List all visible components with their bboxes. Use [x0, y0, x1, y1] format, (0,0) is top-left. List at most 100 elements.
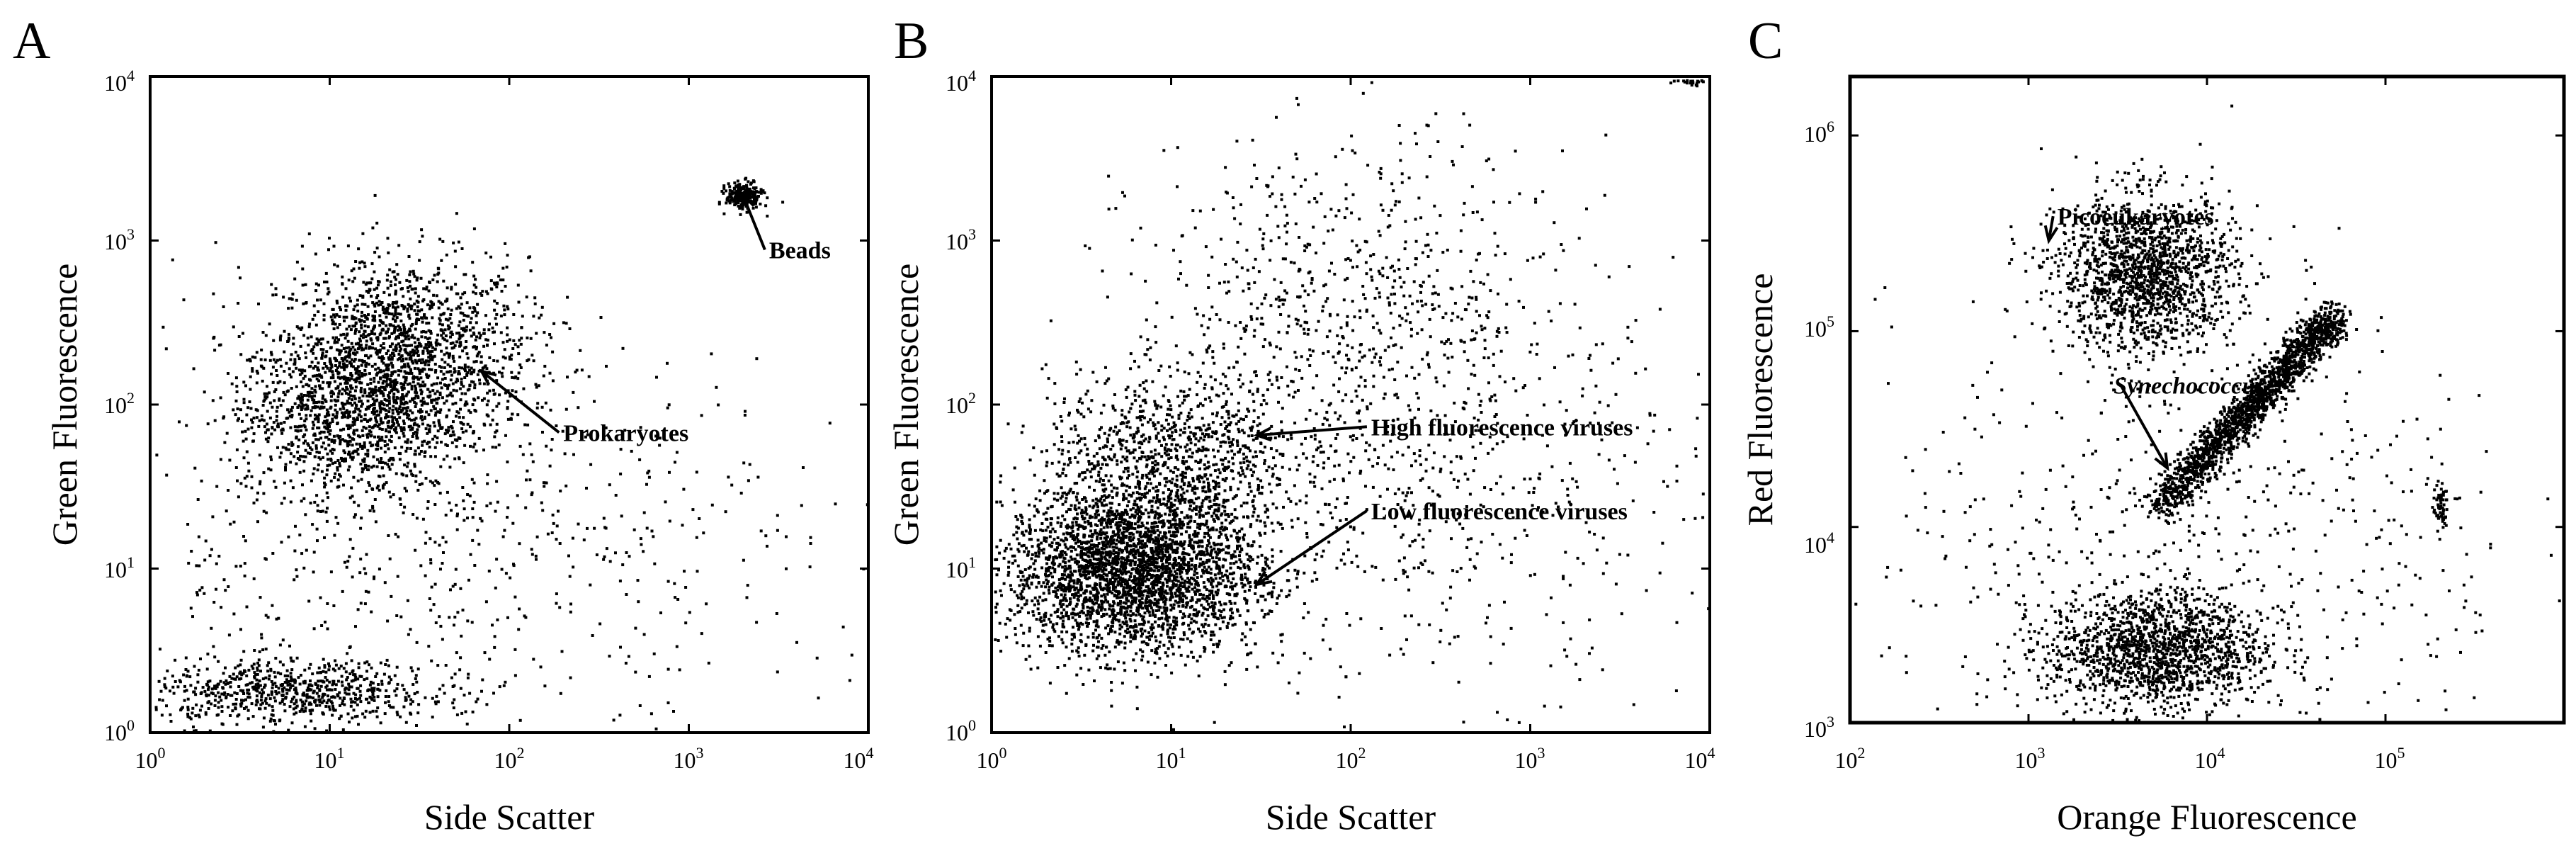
scatter-point — [169, 720, 173, 723]
scatter-point — [605, 364, 608, 368]
scatter-point — [440, 334, 443, 337]
scatter-point — [297, 676, 300, 679]
scatter-point — [754, 186, 758, 190]
scatter-point — [271, 552, 275, 555]
scatter-point — [414, 474, 418, 478]
scatter-point — [323, 425, 327, 429]
scatter-point — [387, 399, 391, 402]
scatter-point — [402, 344, 405, 347]
scatter-point — [260, 692, 263, 696]
scatter-point — [463, 694, 466, 697]
scatter-point — [1104, 599, 1108, 602]
scatter-point — [1108, 514, 1111, 517]
scatter-point — [338, 350, 341, 354]
scatter-point — [1016, 537, 1019, 541]
scatter-point — [338, 315, 341, 318]
scatter-point — [195, 591, 198, 594]
scatter-point — [621, 563, 625, 567]
scatter-point — [376, 706, 380, 710]
scatter-point — [166, 670, 169, 672]
scatter-point — [347, 278, 351, 282]
scatter-point — [290, 700, 293, 704]
scatter-point — [369, 337, 373, 341]
scatter-point — [336, 468, 339, 472]
scatter-point — [295, 700, 298, 704]
scatter-point — [1142, 571, 1145, 575]
scatter-point — [403, 349, 407, 351]
scatter-point — [317, 666, 321, 670]
scatter-point — [748, 187, 751, 191]
scatter-point — [1103, 544, 1106, 547]
scatter-point — [1195, 580, 1198, 583]
scatter-point — [466, 676, 470, 679]
scatter-point — [260, 695, 263, 699]
scatter-point — [342, 347, 346, 350]
scatter-point — [518, 339, 521, 342]
scatter-point — [448, 354, 451, 357]
scatter-point — [1236, 608, 1239, 611]
x-axis-label-a: Side Scatter — [424, 797, 595, 837]
scatter-point — [289, 408, 293, 412]
scatter-point — [1187, 585, 1191, 589]
scatter-point — [393, 326, 397, 329]
scatter-point — [455, 212, 458, 215]
scatter-point — [342, 458, 346, 461]
scatter-point — [306, 337, 310, 340]
y-tick-label: 101 — [104, 553, 135, 582]
scatter-point — [365, 490, 368, 494]
scatter-point — [349, 697, 353, 701]
scatter-point — [458, 415, 461, 419]
scatter-point — [738, 183, 742, 186]
scatter-point — [496, 282, 499, 286]
scatter-point — [341, 416, 344, 419]
scatter-point — [476, 311, 480, 315]
scatter-point — [385, 404, 389, 407]
scatter-point — [1036, 599, 1040, 603]
scatter-point — [1136, 520, 1140, 524]
scatter-point — [356, 479, 360, 482]
scatter-point — [1227, 580, 1230, 583]
scatter-point — [464, 369, 467, 373]
scatter-point — [299, 400, 302, 404]
scatter-point — [201, 686, 205, 689]
scatter-point — [306, 398, 310, 402]
scatter-point — [478, 378, 481, 382]
scatter-point — [297, 412, 301, 416]
scatter-point — [259, 596, 262, 599]
scatter-point — [995, 500, 999, 504]
scatter-point — [443, 338, 446, 341]
scatter-point — [317, 679, 320, 683]
scatter-point — [356, 418, 359, 421]
scatter-point — [1019, 578, 1023, 582]
scatter-point — [1120, 625, 1123, 628]
scatter-point — [378, 300, 381, 303]
scatter-point — [322, 405, 326, 409]
scatter-point — [437, 267, 441, 271]
scatter-point — [405, 409, 409, 412]
scatter-point — [309, 679, 312, 682]
scatter-point — [268, 359, 272, 362]
scatter-point — [363, 261, 366, 265]
scatter-point — [1147, 589, 1150, 592]
scatter-point — [350, 377, 353, 380]
scatter-point — [1213, 633, 1216, 637]
scatter-point — [319, 458, 322, 461]
scatter-point — [353, 418, 356, 422]
scatter-point — [224, 666, 227, 670]
scatter-point — [688, 611, 691, 614]
scatter-point — [409, 713, 413, 716]
scatter-point — [744, 192, 748, 196]
scatter-point — [717, 201, 721, 204]
scatter-point — [255, 351, 259, 354]
scatter-point — [351, 324, 355, 328]
scatter-point — [338, 473, 341, 476]
scatter-point — [334, 663, 338, 667]
scatter-point — [371, 327, 375, 331]
scatter-point — [416, 488, 420, 492]
scatter-point — [327, 413, 331, 417]
scatter-point — [390, 434, 393, 438]
scatter-point — [397, 342, 400, 346]
scatter-point — [365, 339, 368, 343]
scatter-point — [164, 347, 168, 351]
scatter-point — [358, 674, 362, 678]
